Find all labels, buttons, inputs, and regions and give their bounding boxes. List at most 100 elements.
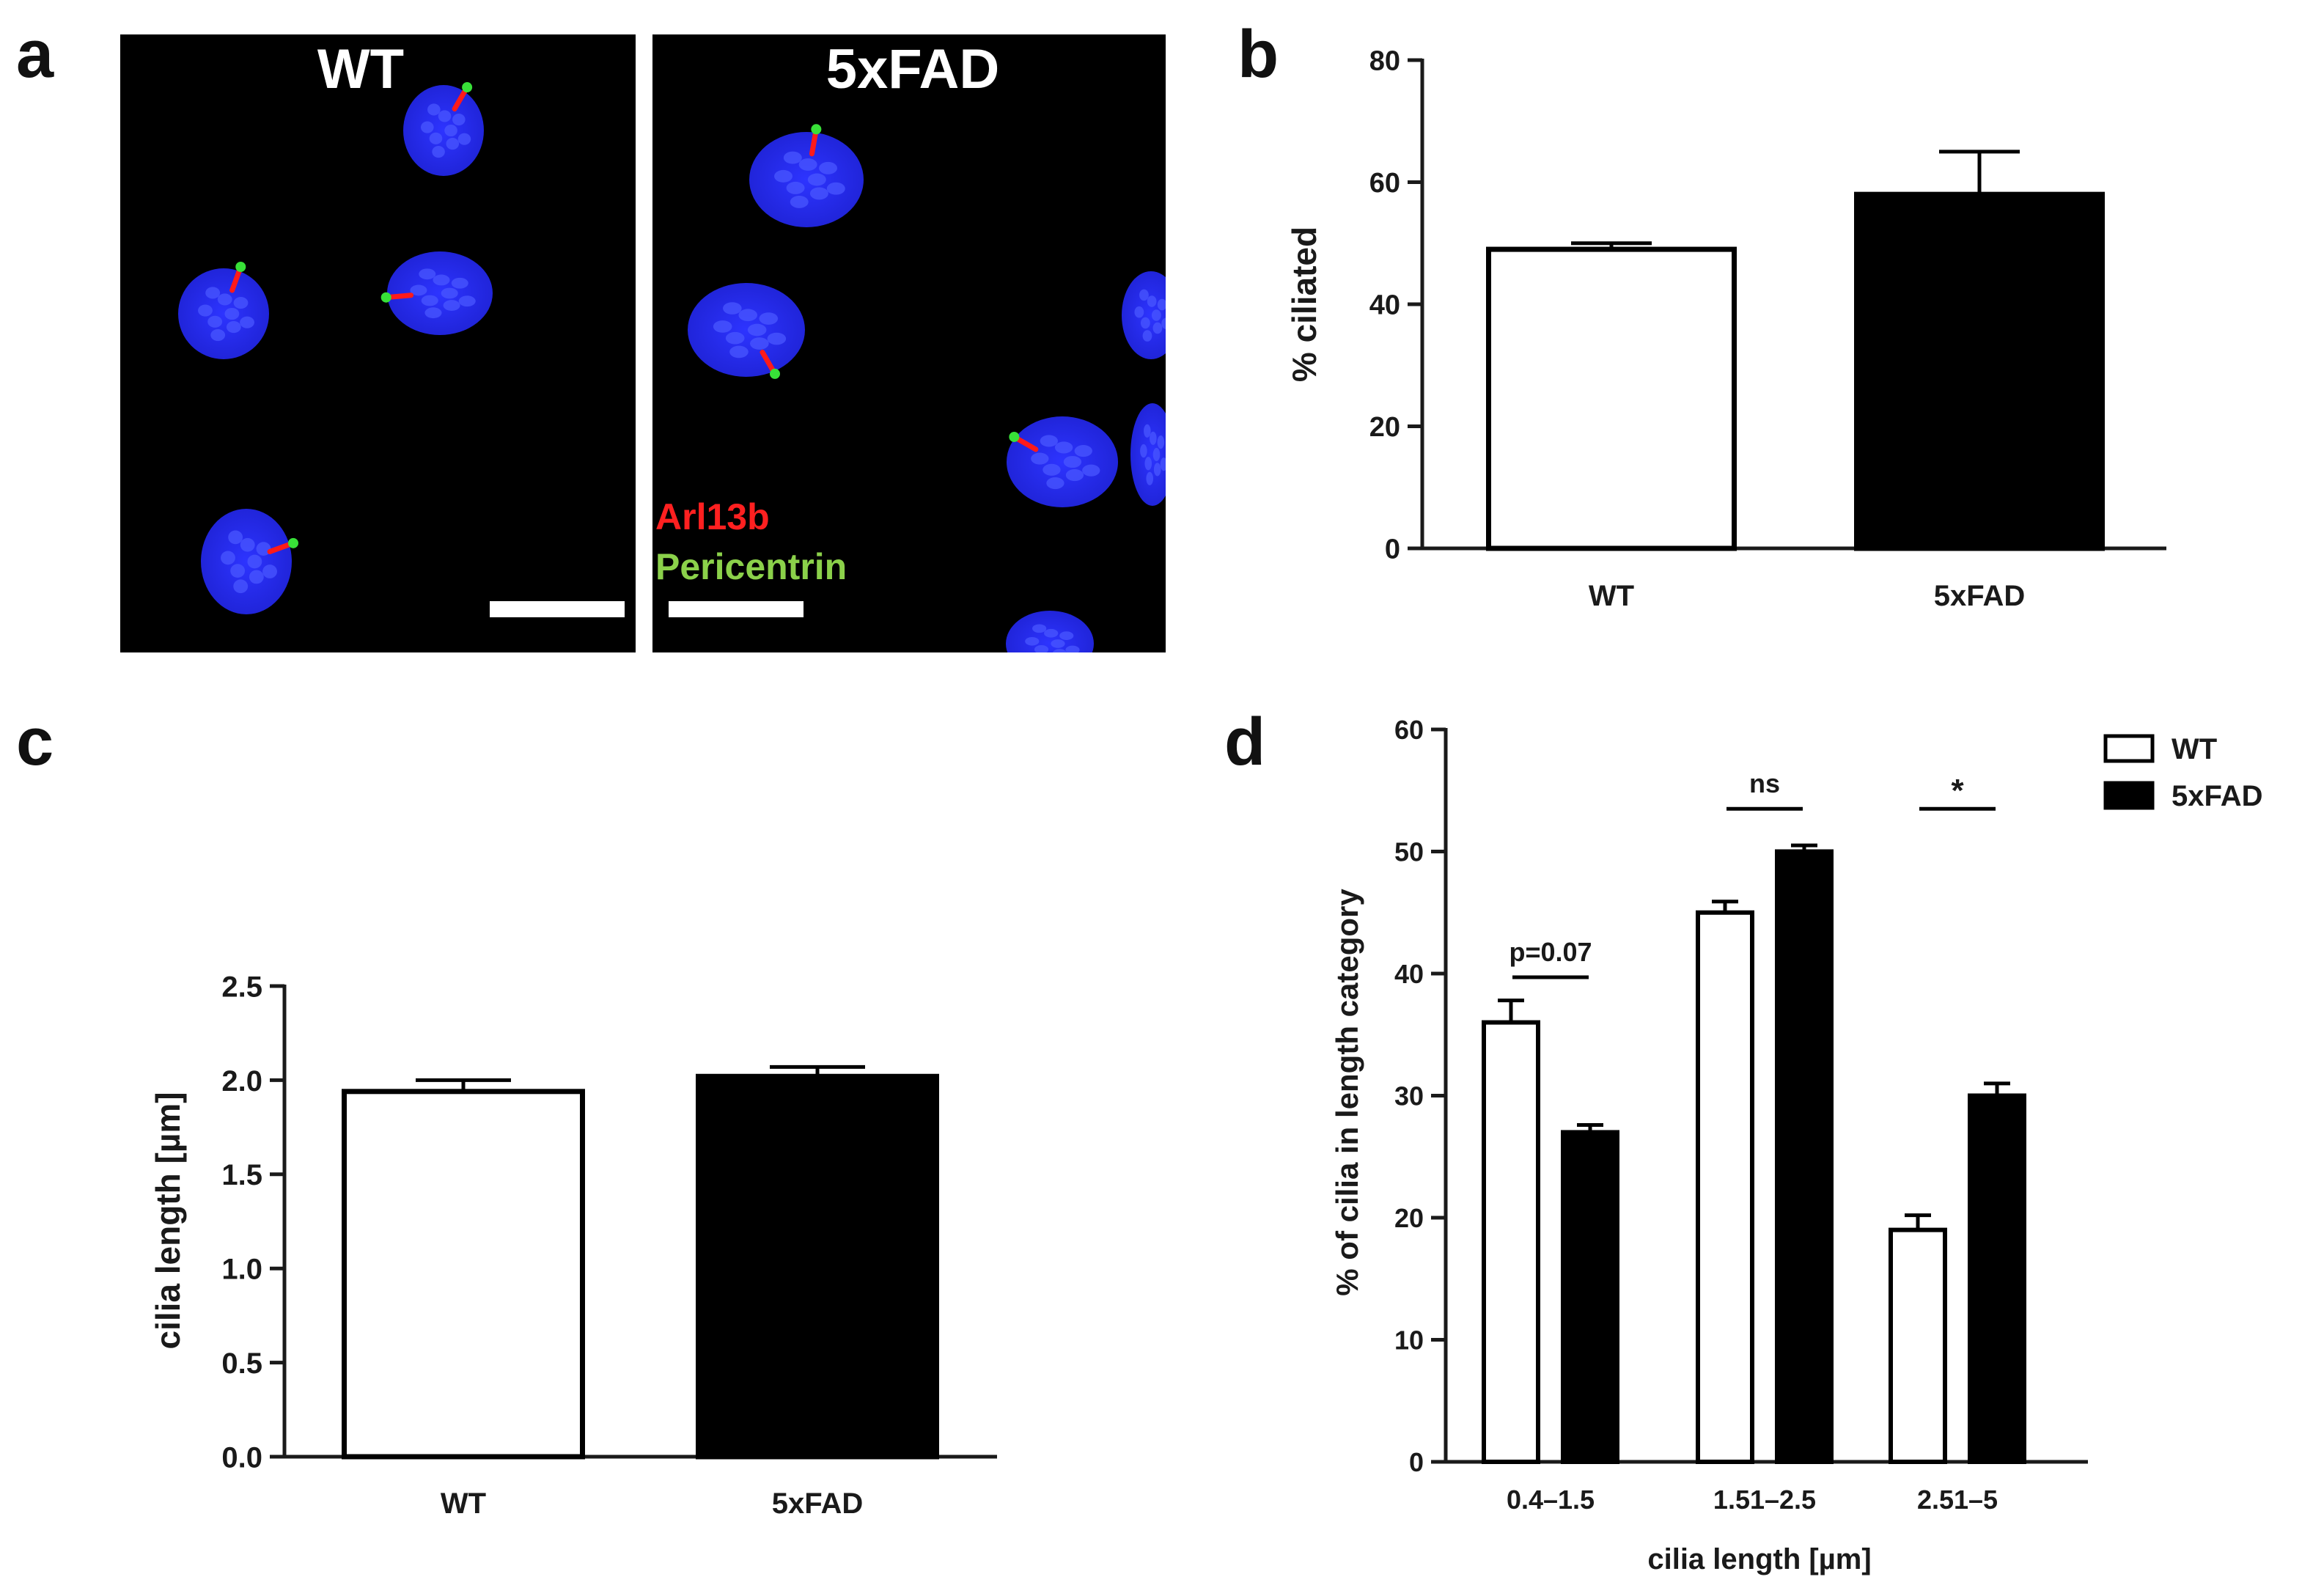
legend-label-arl13b: Arl13b — [655, 496, 770, 537]
nucleus-speckle — [226, 320, 241, 334]
nucleus-speckle — [1037, 655, 1051, 663]
nucleus-speckle — [1147, 295, 1157, 307]
cell — [749, 124, 864, 227]
centrosome-marker — [380, 292, 391, 303]
centrosome-marker — [287, 537, 298, 548]
nucleus-speckle — [759, 312, 779, 325]
wt-cells — [178, 82, 493, 614]
bar — [1854, 191, 2105, 551]
x-tick-label: WT — [441, 1487, 486, 1520]
y-tick-label: 50 — [1394, 836, 1424, 867]
y-tick-label: 60 — [1369, 168, 1400, 199]
nucleus-speckle — [1140, 444, 1147, 458]
nucleus-speckle — [1031, 452, 1049, 465]
bar — [696, 1073, 939, 1460]
nucleus-speckle — [1025, 636, 1040, 646]
nucleus-speckle — [809, 187, 828, 200]
bar — [342, 1089, 585, 1460]
nucleus-speckle — [240, 316, 254, 328]
y-tick-label: 30 — [1394, 1081, 1424, 1111]
nucleus-speckle — [747, 323, 767, 337]
cell-nucleus — [387, 251, 493, 335]
significance-label: ns — [1749, 768, 1780, 798]
nucleus-speckle — [819, 161, 838, 174]
nucleus-speckle — [723, 302, 742, 315]
nucleus-speckle — [1051, 639, 1065, 648]
cell — [1006, 611, 1094, 663]
nucleus-speckle — [224, 307, 240, 320]
x-tick-label: 2.51–5 — [1917, 1485, 1998, 1515]
nucleus-speckle — [738, 309, 758, 322]
centrosome-marker — [235, 262, 246, 273]
nucleus-speckle — [1140, 317, 1150, 329]
panel-a-micrographs: WT 5xFAD Arl13b Pericentrin — [120, 34, 1166, 663]
legend-label: WT — [2172, 733, 2217, 765]
centrosome-marker — [770, 368, 780, 379]
nucleus-speckle — [1042, 463, 1061, 476]
y-axis-title: % of cilia in length category — [1330, 889, 1364, 1296]
nucleus-speckle — [451, 277, 468, 289]
y-tick-label: 40 — [1369, 290, 1400, 321]
nucleus-speckle — [750, 337, 769, 350]
y-tick-label: 10 — [1394, 1325, 1424, 1355]
nucleus-speckle — [1152, 447, 1161, 462]
nucleus-speckle — [1052, 649, 1067, 652]
nucleus-speckle — [205, 287, 221, 299]
x-axis-title: cilia length [µm] — [1647, 1543, 1871, 1575]
cell — [178, 262, 269, 359]
y-axis-title: % ciliated — [1285, 227, 1323, 382]
nucleus-speckle — [1150, 431, 1157, 445]
5xfad-cells — [688, 124, 1166, 663]
nucleus-speckle — [233, 296, 249, 309]
cell-nucleus — [1130, 403, 1166, 506]
micrograph-title-5xfad: 5xFAD — [826, 38, 1000, 100]
y-tick-label: 0 — [1409, 1447, 1424, 1477]
nucleus-speckle — [419, 268, 436, 280]
nucleus-speckle — [221, 551, 235, 565]
y-tick-label: 0.0 — [221, 1441, 262, 1474]
nucleus-speckle — [1144, 457, 1152, 471]
nucleus-speckle — [1065, 645, 1080, 652]
nucleus-speckle — [410, 284, 427, 296]
nucleus-speckle — [249, 570, 264, 584]
nucleus-speckle — [1139, 289, 1149, 301]
scale-bar-wt — [490, 601, 625, 617]
bar — [1696, 910, 1754, 1464]
nucleus-speckle — [420, 121, 434, 133]
nucleus-speckle — [207, 315, 223, 328]
x-tick-label: 0.4–1.5 — [1507, 1485, 1595, 1515]
nucleus-speckle — [452, 113, 466, 126]
bar — [1482, 1020, 1540, 1464]
y-tick-label: 0.5 — [221, 1347, 262, 1380]
nucleus-speckle — [826, 182, 845, 195]
significance-label: p=0.07 — [1509, 937, 1592, 967]
panel-label-b: b — [1238, 17, 1279, 92]
cell-nucleus — [688, 283, 805, 377]
cell — [403, 82, 484, 176]
cell-nucleus — [178, 268, 269, 359]
nucleus-speckle — [786, 181, 805, 194]
scale-bar-5xfad — [669, 601, 804, 617]
y-tick-label: 60 — [1394, 715, 1424, 745]
nucleus-speckle — [429, 132, 443, 144]
y-tick-label: 1.0 — [221, 1254, 262, 1286]
cell-nucleus — [201, 509, 292, 614]
centrosome-marker — [1009, 431, 1020, 442]
nucleus-speckle — [1063, 455, 1082, 468]
legend-swatch — [2103, 781, 2155, 810]
nucleus-speckle — [1134, 306, 1144, 318]
nucleus-speckle — [441, 287, 458, 299]
y-tick-label: 20 — [1394, 1203, 1424, 1233]
nucleus-speckle — [1152, 322, 1163, 334]
nucleus-speckle — [1065, 468, 1084, 482]
y-tick-label: 2.0 — [221, 1065, 262, 1097]
nucleus-speckle — [1160, 457, 1166, 471]
nucleus-speckle — [1054, 441, 1073, 454]
cell-nucleus — [403, 85, 484, 176]
nucleus-speckle — [1144, 424, 1151, 438]
centrosome-marker — [462, 82, 473, 93]
nucleus-speckle — [421, 295, 438, 306]
nucleus-speckle — [807, 173, 826, 186]
nucleus-speckle — [713, 320, 732, 333]
nucleus-speckle — [774, 169, 793, 183]
